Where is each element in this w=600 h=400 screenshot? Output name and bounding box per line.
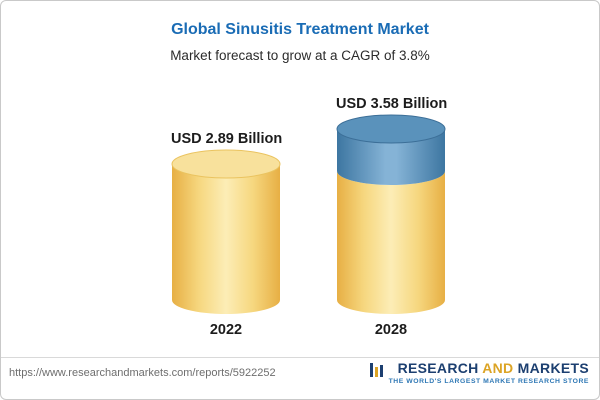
x-axis-label-2022: 2022 bbox=[209, 322, 243, 338]
bar-value-label-2022: USD 2.89 Billion bbox=[171, 131, 283, 147]
chart-title: Global Sinusitis Treatment Market bbox=[171, 21, 429, 38]
logo-text: RESEARCH AND MARKETS THE WORLD'S LARGEST… bbox=[388, 361, 589, 386]
bar-value-label-2028: USD 3.58 Billion bbox=[336, 96, 448, 112]
logo-word-and: AND bbox=[482, 360, 514, 376]
footer-divider bbox=[1, 357, 599, 358]
logo-wordmark: RESEARCH AND MARKETS bbox=[389, 361, 589, 376]
logo-word-markets: MARKETS bbox=[517, 360, 589, 376]
cylinder-bar-2022 bbox=[171, 149, 281, 320]
chart-subtitle: Market forecast to grow at a CAGR of 3.8… bbox=[170, 48, 430, 63]
logo-tagline: THE WORLD'S LARGEST MARKET RESEARCH STOR… bbox=[388, 378, 589, 385]
logo-word-research: RESEARCH bbox=[397, 360, 479, 376]
x-axis-label-2028: 2028 bbox=[374, 322, 408, 338]
research-and-markets-logo[interactable]: RESEARCH AND MARKETS THE WORLD'S LARGEST… bbox=[369, 361, 589, 386]
cylinder-bar-2028 bbox=[336, 114, 446, 320]
logo-bars-icon bbox=[369, 361, 383, 377]
report-url-link[interactable]: https://www.researchandmarkets.com/repor… bbox=[9, 367, 276, 379]
